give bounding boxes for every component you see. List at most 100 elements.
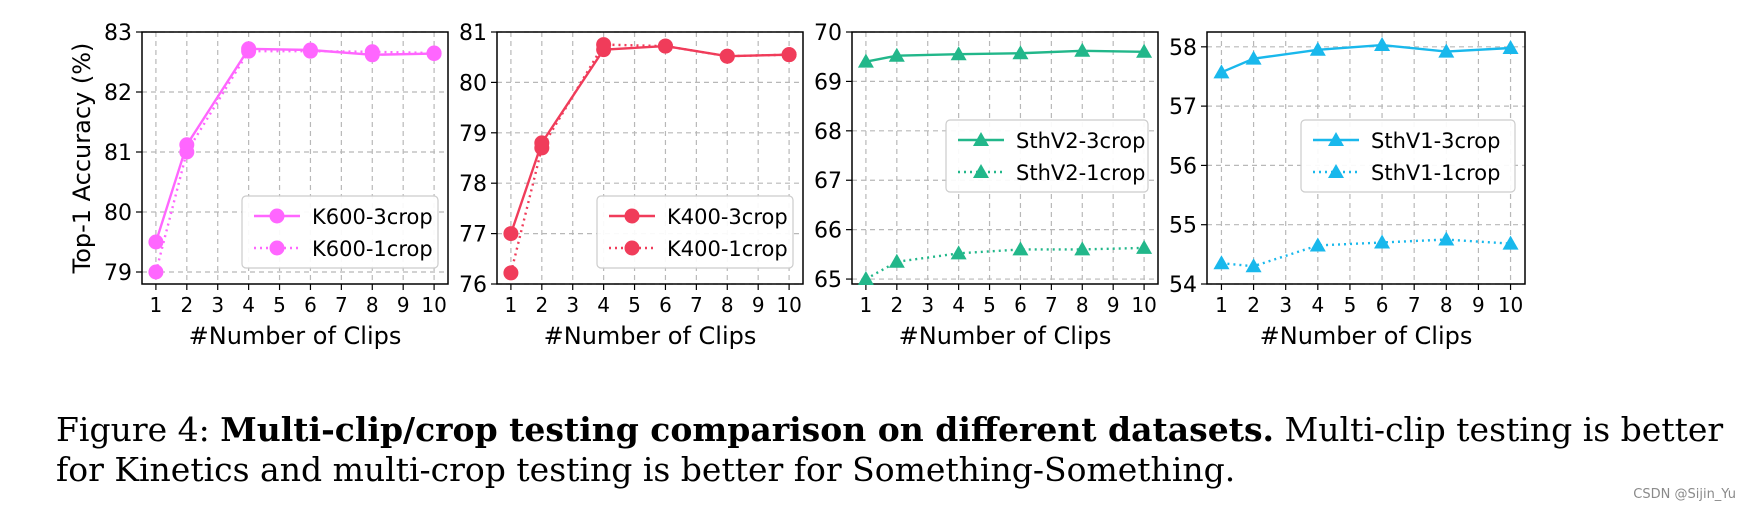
x-tick-label: 2 — [180, 293, 193, 317]
data-point-K600-1crop — [148, 264, 164, 280]
data-point-SthV2-3crop — [888, 47, 905, 62]
legend: SthV2-3crop SthV2-1crop — [945, 119, 1149, 193]
watermark: CSDN @Sijin_Yu — [1633, 487, 1736, 502]
x-tick-label: 7 — [335, 293, 348, 317]
x-tick-label: 7 — [690, 293, 703, 317]
data-point-SthV2-1crop — [1074, 241, 1091, 256]
data-point-SthV1-1crop — [1309, 237, 1326, 252]
series-line-K600-3crop — [154, 47, 435, 243]
legend-box — [1300, 119, 1516, 193]
x-tick-label: 4 — [597, 293, 610, 317]
legend-label: SthV2-1crop — [1016, 161, 1145, 185]
x-axis-label: #Number of Clips — [899, 322, 1112, 350]
data-point-SthV1-1crop — [1438, 231, 1455, 246]
x-tick-label: 1 — [1215, 293, 1228, 317]
x-tick-label: 8 — [721, 293, 734, 317]
x-tick-label: 9 — [397, 293, 410, 317]
x-tick-label: 5 — [983, 293, 996, 317]
legend-marker — [269, 208, 285, 224]
x-tick-label: 9 — [1472, 293, 1485, 317]
legend-marker — [973, 164, 989, 178]
data-point-K400-3crop — [503, 226, 519, 242]
caption-label: Figure 4: — [56, 410, 210, 449]
x-axis-label: #Number of Clips — [544, 322, 757, 350]
data-point-K600-3crop — [148, 234, 164, 250]
legend-marker — [1328, 132, 1344, 146]
x-tick-label: 6 — [1376, 293, 1389, 317]
data-point-K600-3crop — [426, 46, 442, 62]
x-tick-label: 7 — [1408, 293, 1421, 317]
x-axis-label: #Number of Clips — [1260, 322, 1473, 350]
legend: K400-3crop K400-1crop — [596, 195, 794, 269]
y-tick-label: 58 — [1169, 36, 1197, 61]
x-tick-label: 8 — [1076, 293, 1089, 317]
x-tick-label: 2 — [535, 293, 548, 317]
y-tick-label: 67 — [814, 169, 842, 194]
data-point-SthV2-1crop — [1136, 239, 1153, 254]
y-axis-label: Top-1 Accuracy (%) — [68, 43, 96, 275]
data-point-SthV2-3crop — [1136, 43, 1153, 58]
data-point-SthV2-1crop — [888, 253, 905, 268]
data-point-SthV1-3crop — [1502, 40, 1519, 55]
x-tick-label: 6 — [304, 293, 317, 317]
x-tick-label: 5 — [1344, 293, 1357, 317]
x-tick-label: 2 — [1247, 293, 1260, 317]
plot-frame — [496, 31, 804, 285]
x-tick-label: 10 — [421, 293, 446, 317]
data-point-SthV1-1crop — [1502, 235, 1519, 250]
y-tick-label: 81 — [459, 21, 487, 46]
legend-box — [945, 119, 1149, 193]
series-line-SthV1-3crop — [1220, 43, 1511, 74]
legend-marker — [624, 208, 640, 224]
x-tick-label: 3 — [566, 293, 579, 317]
x-tick-label: 5 — [273, 293, 286, 317]
x-tick-label: 8 — [366, 293, 379, 317]
caption-text-line2: for Kinetics and multi-crop testing is b… — [56, 450, 1236, 489]
y-tick-label: 81 — [104, 141, 132, 166]
y-tick-label: 70 — [814, 21, 842, 46]
data-point-SthV2-3crop — [950, 46, 967, 61]
caption-bold-title: Multi-clip/crop testing comparison on di… — [220, 410, 1275, 449]
legend: SthV1-3crop SthV1-1crop — [1300, 119, 1516, 193]
legend-marker — [973, 132, 989, 146]
y-tick-label: 79 — [459, 122, 487, 147]
legend-label: SthV2-3crop — [1016, 129, 1145, 153]
caption-text-line1: Multi-clip testing is better — [1284, 410, 1724, 449]
data-point-K400-3crop — [719, 48, 735, 64]
legend-label: SthV1-3crop — [1371, 129, 1500, 153]
x-tick-label: 10 — [776, 293, 801, 317]
y-tick-label: 55 — [1169, 214, 1197, 239]
plot-frame — [1206, 31, 1526, 285]
y-tick-label: 78 — [459, 172, 487, 197]
data-point-K400-1crop — [503, 265, 519, 281]
series-line-SthV1-1crop — [1221, 238, 1511, 268]
data-point-SthV1-3crop — [1374, 37, 1391, 52]
y-tick-label: 77 — [459, 223, 487, 248]
data-point-SthV1-3crop — [1213, 64, 1230, 79]
data-point-SthV1-3crop — [1309, 41, 1326, 56]
data-point-SthV1-1crop — [1245, 258, 1262, 273]
y-tick-label: 57 — [1169, 95, 1197, 120]
data-point-SthV1-3crop — [1245, 50, 1262, 65]
legend-box — [596, 195, 794, 269]
data-point-SthV2-3crop — [1012, 45, 1029, 60]
data-point-SthV1-1crop — [1213, 255, 1230, 270]
y-tick-label: 83 — [104, 21, 132, 46]
plot-frame — [141, 31, 449, 285]
legend-marker — [269, 240, 285, 256]
data-point-K400-3crop — [781, 47, 797, 63]
data-point-SthV2-3crop — [857, 53, 874, 68]
chart-panel-1: 1 2 3 4 5 6 7 8 9 10 79 80 81 82 83 #Number of Clips Top… — [68, 21, 449, 350]
y-tick-label: 79 — [104, 261, 132, 286]
plot-frame — [851, 31, 1159, 285]
x-tick-label: 10 — [1131, 293, 1156, 317]
y-tick-label: 69 — [814, 70, 842, 95]
x-tick-label: 7 — [1045, 293, 1058, 317]
legend-marker — [1328, 164, 1344, 178]
series-line-SthV2-1crop — [865, 246, 1145, 281]
x-tick-label: 4 — [1311, 293, 1324, 317]
